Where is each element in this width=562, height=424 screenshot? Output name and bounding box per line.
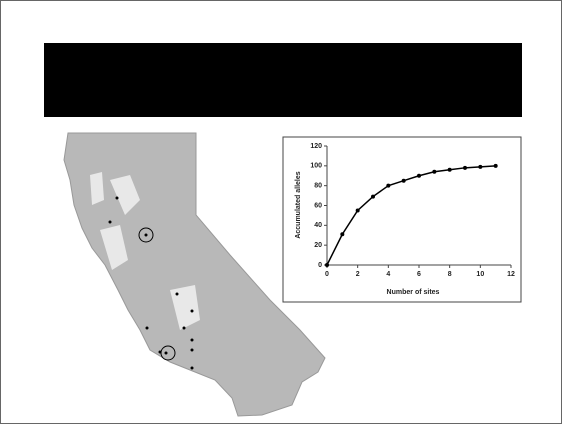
data-point [371, 195, 375, 199]
data-point [356, 208, 360, 212]
data-point [494, 164, 498, 168]
page: Number of sites Accumulated alleles 0204… [0, 0, 562, 424]
x-tick-label: 2 [356, 271, 360, 278]
x-tick-label: 12 [507, 271, 515, 278]
data-point [432, 170, 436, 174]
data-point [463, 166, 467, 170]
data-point [386, 184, 390, 188]
x-tick-label: 8 [448, 271, 452, 278]
data-point [478, 165, 482, 169]
title-bar [44, 43, 522, 117]
y-tick-label: 100 [310, 163, 322, 170]
x-tick-label: 4 [386, 271, 390, 278]
data-point [402, 179, 406, 183]
y-axis-label: Accumulated alleles [295, 171, 302, 238]
y-tick-label: 0 [318, 262, 322, 269]
data-point [325, 263, 329, 267]
y-tick-label: 20 [314, 242, 322, 249]
x-axis-label: Number of sites [387, 289, 440, 296]
x-tick-label: 6 [417, 271, 421, 278]
y-tick-label: 40 [314, 222, 322, 229]
x-tick-label: 10 [476, 271, 484, 278]
slide: Number of sites Accumulated alleles 0204… [0, 0, 562, 424]
y-tick-label: 60 [314, 202, 322, 209]
data-point [340, 232, 344, 236]
y-tick-label: 80 [314, 183, 322, 190]
data-point [448, 168, 452, 172]
data-point [417, 174, 421, 178]
y-tick-label: 120 [310, 143, 322, 150]
x-tick-label: 0 [325, 271, 329, 278]
